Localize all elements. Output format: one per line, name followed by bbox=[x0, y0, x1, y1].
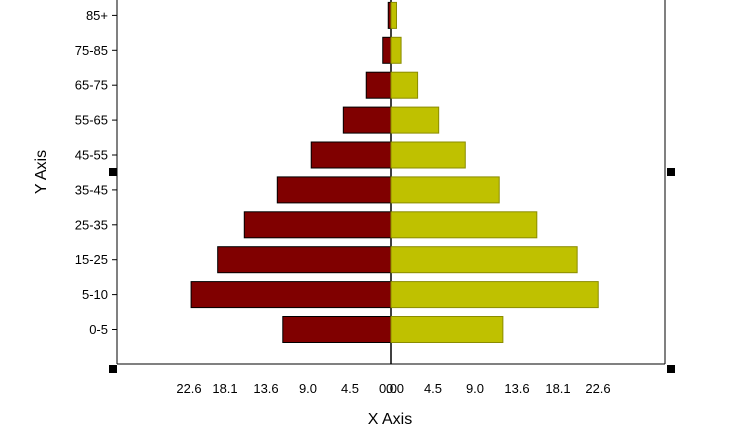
left-bar bbox=[310, 141, 392, 169]
right-bar bbox=[390, 316, 504, 343]
x-tick-label: 13.6 bbox=[253, 381, 278, 396]
right-bar bbox=[390, 281, 599, 309]
x-tick-label: 9.0 bbox=[466, 381, 484, 396]
x-tick-label: 18.1 bbox=[545, 381, 570, 396]
left-bar bbox=[217, 246, 392, 274]
right-bars bbox=[390, 1, 599, 343]
x-tick-label: 4.5 bbox=[341, 381, 359, 396]
x-tick-label: 18.1 bbox=[212, 381, 237, 396]
y-tick-label: 55-65 bbox=[75, 113, 108, 128]
left-bar bbox=[382, 36, 392, 64]
left-bar bbox=[243, 211, 392, 239]
left-bar bbox=[282, 316, 392, 343]
x-tick-label: 9.0 bbox=[299, 381, 317, 396]
y-tick-label: 25-35 bbox=[75, 217, 108, 232]
x-tick-label: 22.6 bbox=[176, 381, 201, 396]
handle-mid-left[interactable] bbox=[109, 168, 117, 176]
y-axis-title: Y Axis bbox=[33, 150, 50, 194]
left-bar bbox=[190, 281, 392, 309]
y-tick-label: 5-10 bbox=[82, 287, 108, 302]
right-bar bbox=[390, 176, 500, 204]
right-bar bbox=[390, 71, 419, 99]
y-tick-label: 85+ bbox=[86, 8, 108, 23]
right-bar bbox=[390, 36, 402, 64]
y-tick-label: 35-45 bbox=[75, 182, 108, 197]
left-bar bbox=[365, 71, 392, 99]
left-bars bbox=[190, 1, 392, 343]
x-tick-label: 0.0 bbox=[379, 381, 397, 396]
right-bar bbox=[390, 246, 578, 274]
y-tick-label: 75-85 bbox=[75, 43, 108, 58]
y-tick-labels: 0-5 5-10 15-25 25-35 35-45 45-55 55-65 65-75 75-… bbox=[75, 8, 117, 337]
selection-handles[interactable] bbox=[109, 168, 675, 373]
left-bar bbox=[276, 176, 392, 204]
handle-bottom-left[interactable] bbox=[109, 365, 117, 373]
x-tick-label: 0.0 bbox=[386, 381, 404, 396]
right-bar bbox=[390, 106, 440, 134]
x-tick-label: 22.6 bbox=[585, 381, 610, 396]
y-tick-label: 0-5 bbox=[89, 322, 108, 337]
right-bar bbox=[390, 1, 398, 29]
right-bar bbox=[390, 211, 538, 239]
y-tick-label: 65-75 bbox=[75, 78, 108, 93]
x-tick-labels: 22.6 18.1 13.6 9.0 4.5 0.00.0 4.5 9.0 13.6 18.1 22… bbox=[176, 381, 610, 396]
handle-mid-right[interactable] bbox=[667, 168, 675, 176]
right-bar bbox=[390, 141, 466, 169]
x-tick-label: 13.6 bbox=[504, 381, 529, 396]
y-tick-label: 45-55 bbox=[75, 148, 108, 163]
x-axis-title: X Axis bbox=[368, 411, 412, 428]
left-bar bbox=[342, 106, 392, 134]
y-tick-label: 15-25 bbox=[75, 252, 108, 267]
x-tick-label: 4.5 bbox=[424, 381, 442, 396]
handle-bottom-right[interactable] bbox=[667, 365, 675, 373]
